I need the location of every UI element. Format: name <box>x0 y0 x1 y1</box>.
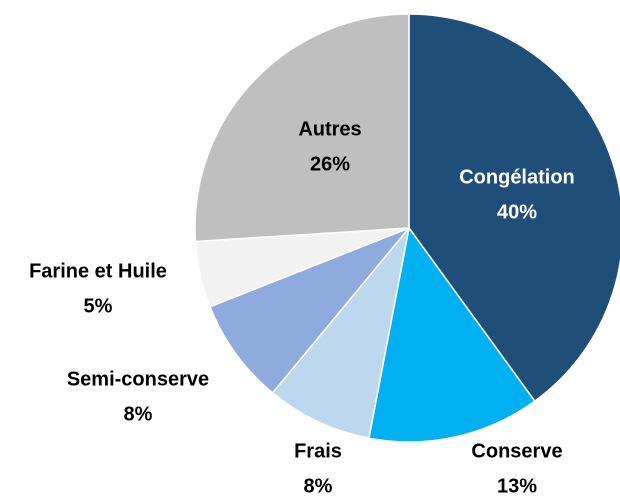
pie-slice <box>408 13 620 403</box>
slice-label: Congélation <box>459 166 575 188</box>
pie-slice <box>194 13 410 243</box>
value-label: 26% <box>310 153 350 175</box>
slice-label: Frais <box>294 440 342 462</box>
slice-label: Semi-conserve <box>67 368 209 390</box>
pie-slice <box>368 226 536 443</box>
value-label: 40% <box>497 201 537 223</box>
slice-label: Farine et Huile <box>29 260 167 282</box>
pie-slice <box>209 227 410 394</box>
slice-label: Autres <box>298 118 361 140</box>
value-label: 5% <box>84 295 113 317</box>
value-label: 13% <box>497 475 537 497</box>
value-label: 8% <box>124 403 153 425</box>
value-label: 8% <box>304 475 333 497</box>
slice-label: Conserve <box>471 440 562 462</box>
pie-slice <box>271 227 410 440</box>
